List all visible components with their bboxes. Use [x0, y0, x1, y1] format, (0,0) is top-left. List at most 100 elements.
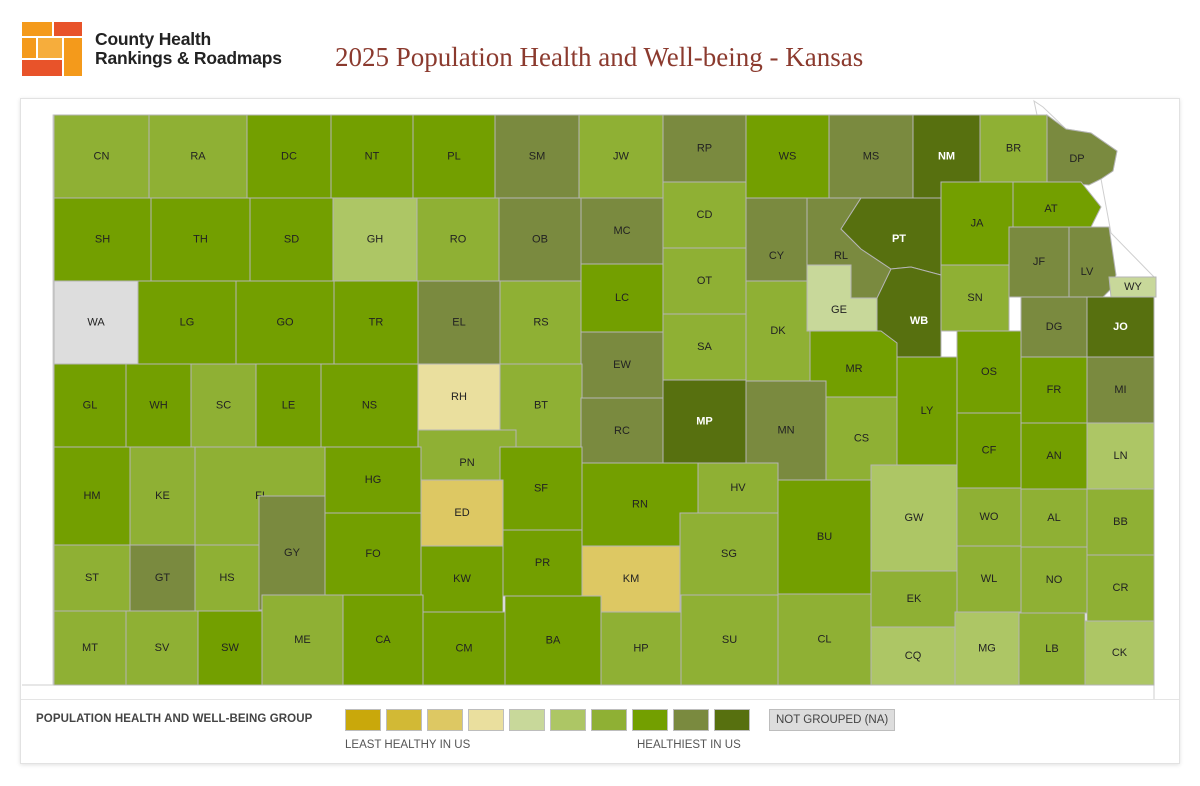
- county-at[interactable]: [1012, 181, 1102, 228]
- county-cn[interactable]: [53, 114, 150, 199]
- county-ra[interactable]: [148, 114, 248, 199]
- county-tr[interactable]: [333, 280, 419, 365]
- county-wo[interactable]: [956, 487, 1022, 547]
- county-ca[interactable]: [342, 594, 424, 686]
- county-ke[interactable]: [129, 446, 196, 546]
- county-sc[interactable]: [190, 363, 257, 448]
- county-jf[interactable]: [1008, 226, 1070, 298]
- county-ns[interactable]: [320, 363, 419, 448]
- county-os[interactable]: [956, 330, 1022, 414]
- county-lg[interactable]: [137, 280, 237, 365]
- county-nt[interactable]: [330, 114, 414, 199]
- county-ob[interactable]: [498, 197, 582, 282]
- county-al[interactable]: [1020, 488, 1088, 548]
- county-sh[interactable]: [53, 197, 152, 282]
- county-le[interactable]: [255, 363, 322, 448]
- county-rh[interactable]: [417, 363, 501, 431]
- county-ro[interactable]: [416, 197, 500, 282]
- county-hp[interactable]: [600, 611, 682, 686]
- legend-swatch-9[interactable]: [673, 709, 709, 731]
- county-gy[interactable]: [258, 495, 326, 611]
- county-rc[interactable]: [580, 397, 664, 465]
- county-mc[interactable]: [580, 197, 664, 265]
- county-an[interactable]: [1020, 422, 1088, 490]
- legend-swatch-1[interactable]: [345, 709, 381, 731]
- county-dc[interactable]: [246, 114, 332, 199]
- county-hs[interactable]: [194, 544, 260, 612]
- county-sv[interactable]: [125, 610, 199, 686]
- county-mp[interactable]: [662, 379, 747, 464]
- county-kw[interactable]: [420, 545, 504, 613]
- county-ly[interactable]: [896, 356, 958, 466]
- county-gw[interactable]: [870, 464, 958, 572]
- county-gl[interactable]: [53, 363, 127, 448]
- county-ot[interactable]: [662, 247, 747, 315]
- county-cr[interactable]: [1086, 554, 1155, 622]
- legend-swatch-7[interactable]: [591, 709, 627, 731]
- county-cq[interactable]: [870, 626, 956, 686]
- county-ew[interactable]: [580, 331, 664, 399]
- county-st[interactable]: [53, 544, 131, 612]
- legend-swatch-2[interactable]: [386, 709, 422, 731]
- county-hg[interactable]: [324, 446, 422, 514]
- county-wy[interactable]: [1108, 276, 1157, 298]
- county-ja[interactable]: [940, 181, 1014, 266]
- county-rn[interactable]: [581, 462, 699, 547]
- county-sn[interactable]: [940, 264, 1010, 332]
- county-fr[interactable]: [1020, 356, 1088, 424]
- county-hm[interactable]: [53, 446, 131, 546]
- county-lc[interactable]: [580, 263, 664, 333]
- county-pl[interactable]: [412, 114, 496, 199]
- county-go[interactable]: [235, 280, 335, 365]
- county-ba[interactable]: [504, 595, 602, 686]
- county-cl[interactable]: [777, 593, 872, 686]
- county-ws[interactable]: [745, 114, 830, 199]
- county-wh[interactable]: [125, 363, 192, 448]
- county-cf[interactable]: [956, 412, 1022, 489]
- legend-swatch-3[interactable]: [427, 709, 463, 731]
- county-ek[interactable]: [870, 570, 958, 628]
- county-cd[interactable]: [662, 181, 747, 249]
- county-sd[interactable]: [249, 197, 334, 282]
- county-sa[interactable]: [662, 313, 747, 381]
- legend-swatch-10[interactable]: [714, 709, 750, 731]
- county-dk[interactable]: [745, 280, 811, 382]
- county-sw[interactable]: [197, 610, 263, 686]
- county-th[interactable]: [150, 197, 251, 282]
- county-mi[interactable]: [1086, 356, 1155, 424]
- county-ed[interactable]: [420, 479, 504, 547]
- county-fo[interactable]: [324, 512, 422, 596]
- county-gh[interactable]: [332, 197, 418, 282]
- county-sg[interactable]: [679, 512, 779, 596]
- county-sm[interactable]: [494, 114, 580, 199]
- county-su[interactable]: [680, 594, 779, 686]
- county-cm[interactable]: [422, 611, 506, 686]
- county-gt[interactable]: [129, 544, 196, 612]
- county-bu[interactable]: [777, 479, 872, 595]
- county-br[interactable]: [979, 114, 1048, 183]
- county-rp[interactable]: [662, 114, 747, 183]
- legend-swatch-4[interactable]: [468, 709, 504, 731]
- county-mt[interactable]: [53, 610, 127, 686]
- county-bb[interactable]: [1086, 488, 1155, 556]
- legend-swatch-6[interactable]: [550, 709, 586, 731]
- county-ln[interactable]: [1086, 422, 1155, 490]
- county-lb[interactable]: [1018, 612, 1086, 686]
- county-sf[interactable]: [499, 446, 583, 531]
- county-rs[interactable]: [499, 280, 583, 365]
- legend-not-grouped[interactable]: NOT GROUPED (NA): [769, 709, 896, 731]
- legend-swatch-8[interactable]: [632, 709, 668, 731]
- county-el[interactable]: [417, 280, 501, 365]
- county-jo[interactable]: [1086, 296, 1155, 358]
- county-wl[interactable]: [956, 545, 1022, 613]
- county-ck[interactable]: [1084, 620, 1155, 686]
- county-mg[interactable]: [954, 611, 1020, 686]
- county-hv[interactable]: [697, 462, 779, 514]
- legend-swatch-5[interactable]: [509, 709, 545, 731]
- county-no[interactable]: [1020, 546, 1088, 614]
- logo-text[interactable]: County Health Rankings & Roadmaps: [95, 30, 282, 68]
- county-pr[interactable]: [502, 529, 583, 597]
- county-ms[interactable]: [828, 114, 914, 199]
- county-dp[interactable]: [1046, 114, 1118, 186]
- county-jw[interactable]: [578, 114, 664, 199]
